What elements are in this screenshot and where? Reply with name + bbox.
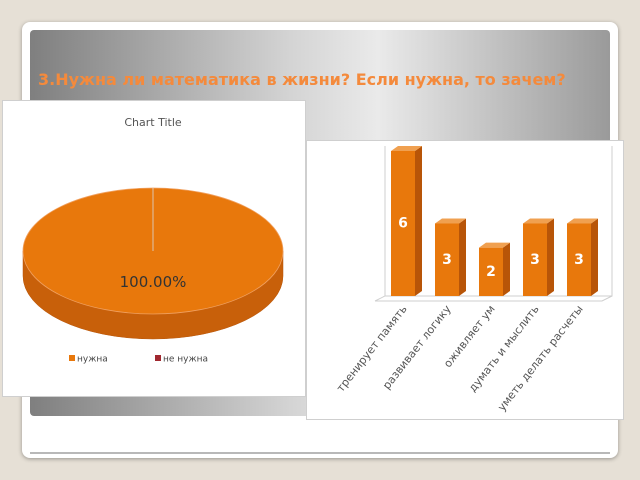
bar (479, 247, 503, 296)
bar-top (391, 146, 422, 151)
data-label: 3 (442, 252, 452, 268)
bar-side (591, 218, 598, 296)
legend-label: не нужна (163, 355, 208, 365)
bar-side (547, 218, 554, 296)
bar-chart-box: 6 тренирует память 3 развивает логику 2 оживл… (306, 140, 624, 420)
pie-chart-box: Chart Title 100.00% нужна не нужна (2, 100, 306, 397)
chart-title: Chart Title (124, 116, 182, 129)
legend-label: нужна (77, 355, 108, 365)
slide-title: 3.Нужна ли математика в жизни? Если нужн… (38, 70, 566, 89)
legend-swatch (69, 355, 75, 361)
bar (391, 151, 415, 296)
data-label: 100.00% (120, 273, 187, 291)
bar (523, 223, 547, 296)
x-tick-label: уметь делать расчеты (495, 303, 586, 414)
bar-side (459, 218, 466, 296)
bar (567, 223, 591, 296)
data-label: 3 (574, 252, 584, 268)
bar-top (567, 218, 598, 224)
data-label: 6 (398, 216, 408, 232)
bar-side (503, 242, 510, 296)
bar-top (479, 242, 510, 248)
data-label: 2 (486, 264, 496, 280)
back-wall (374, 146, 613, 302)
data-label: 3 (530, 252, 540, 268)
bar-side (415, 146, 422, 296)
slide-footer-line (30, 452, 610, 454)
bar-top (435, 218, 466, 224)
bar (435, 223, 459, 296)
pie-chart: Chart Title 100.00% нужна не нужна (22, 116, 284, 365)
legend-swatch (155, 355, 161, 361)
bar-top (523, 218, 554, 224)
